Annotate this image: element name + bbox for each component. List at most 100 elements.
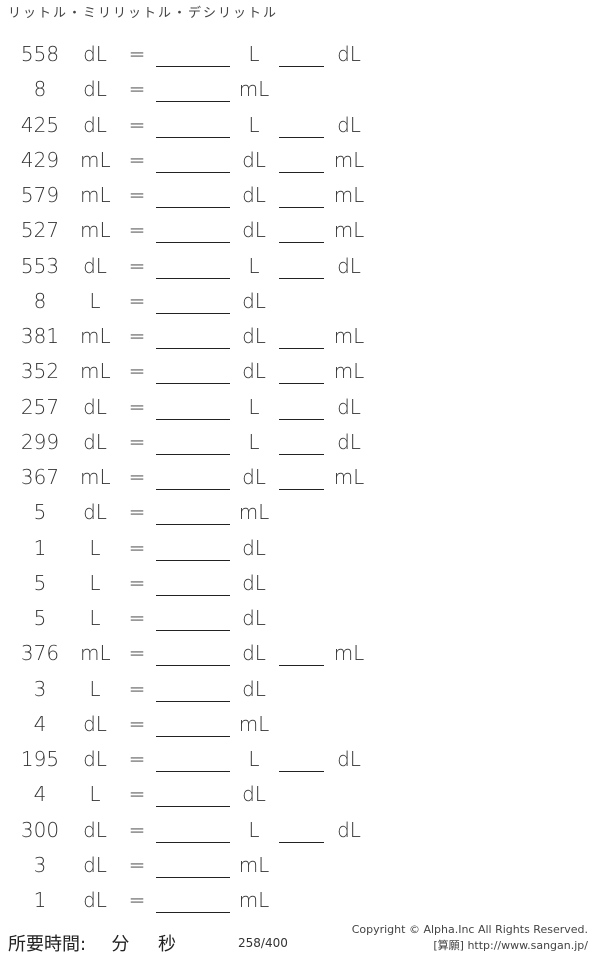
- answer-blank[interactable]: [156, 818, 230, 843]
- answer-blank-2[interactable]: [279, 641, 324, 667]
- answer-blank[interactable]: [156, 359, 230, 385]
- answer-blank[interactable]: [156, 42, 230, 67]
- given-value: 429: [20, 147, 60, 172]
- equals-sign: =: [128, 429, 146, 454]
- time-field[interactable]: 分 秒: [86, 930, 184, 956]
- answer-blank[interactable]: [156, 289, 230, 314]
- equals-sign: =: [128, 465, 146, 489]
- given-unit: mL: [80, 147, 111, 172]
- equals-sign: =: [128, 676, 146, 701]
- problem-row: 376 mL = dL mL: [0, 641, 600, 676]
- problem-row: 4 dL = mL: [0, 712, 600, 747]
- answer-blank-2[interactable]: [279, 430, 324, 455]
- answer-blank[interactable]: [156, 254, 230, 279]
- given-unit: dL: [83, 711, 107, 736]
- given-unit: dL: [83, 747, 107, 771]
- answer-blank-2[interactable]: [279, 218, 324, 244]
- answer-unit: dL: [242, 535, 266, 560]
- answer-blank[interactable]: [156, 465, 230, 490]
- given-unit: mL: [80, 324, 111, 348]
- answer-blank-2[interactable]: [279, 148, 324, 173]
- problem-row: 579 mL = dL mL: [0, 183, 600, 218]
- answer-unit-2: dL: [337, 817, 361, 842]
- problem-row: 352 mL = dL mL: [0, 359, 600, 394]
- answer-unit-2: mL: [333, 359, 365, 384]
- problem-row: 300 dL = L dL: [0, 818, 600, 853]
- given-unit: mL: [80, 218, 111, 243]
- given-unit: dL: [83, 429, 107, 454]
- given-unit: mL: [80, 183, 111, 207]
- answer-unit: dL: [242, 324, 266, 348]
- problem-row: 3 dL = mL: [0, 853, 600, 888]
- equals-sign: =: [128, 782, 146, 807]
- answer-unit-2: dL: [337, 42, 361, 66]
- answer-blank-2[interactable]: [279, 183, 324, 208]
- given-value: 1: [33, 888, 47, 912]
- answer-unit-2: dL: [337, 112, 361, 137]
- given-unit: dL: [83, 42, 107, 66]
- answer-unit: dL: [242, 676, 266, 701]
- given-value: 3: [33, 676, 47, 701]
- equals-sign: =: [128, 817, 146, 842]
- answer-blank-2[interactable]: [279, 818, 324, 843]
- seconds-label: 秒: [157, 934, 176, 955]
- answer-blank-2[interactable]: [279, 395, 324, 420]
- answer-blank-2[interactable]: [279, 465, 324, 490]
- answer-unit: dL: [242, 782, 266, 807]
- answer-blank-2[interactable]: [279, 42, 324, 67]
- answer-blank[interactable]: [156, 782, 230, 808]
- answer-blank[interactable]: [156, 747, 230, 772]
- answer-blank[interactable]: [156, 641, 230, 667]
- answer-unit: L: [248, 42, 260, 66]
- answer-unit-2: mL: [333, 641, 365, 666]
- problem-row: 195 dL = L dL: [0, 747, 600, 782]
- answer-unit: L: [248, 112, 260, 137]
- answer-unit: L: [248, 747, 260, 771]
- answer-blank[interactable]: [156, 324, 230, 349]
- answer-blank[interactable]: [156, 395, 230, 420]
- answer-unit-2: mL: [333, 183, 365, 207]
- given-unit: dL: [83, 253, 107, 278]
- answer-blank[interactable]: [156, 113, 230, 138]
- answer-blank[interactable]: [156, 77, 230, 103]
- given-unit: dL: [83, 394, 107, 419]
- given-unit: dL: [83, 112, 107, 137]
- answer-blank[interactable]: [156, 853, 230, 878]
- given-value: 376: [20, 641, 60, 666]
- page-number: 258/400: [238, 936, 288, 950]
- answer-blank-2[interactable]: [279, 254, 324, 279]
- equals-sign: =: [128, 77, 146, 102]
- answer-blank[interactable]: [156, 183, 230, 208]
- answer-blank[interactable]: [156, 536, 230, 561]
- given-value: 299: [20, 429, 60, 454]
- answer-blank[interactable]: [156, 571, 230, 596]
- problem-row: 8 dL = mL: [0, 77, 600, 112]
- answer-unit: L: [248, 253, 260, 278]
- answer-blank[interactable]: [156, 500, 230, 526]
- given-value: 5: [33, 500, 47, 525]
- given-value: 300: [20, 817, 60, 842]
- answer-blank[interactable]: [156, 606, 230, 631]
- answer-blank-2[interactable]: [279, 113, 324, 138]
- answer-unit: mL: [238, 852, 270, 877]
- answer-blank[interactable]: [156, 888, 230, 913]
- given-unit: L: [89, 288, 101, 313]
- answer-blank[interactable]: [156, 148, 230, 173]
- given-value: 8: [33, 288, 47, 313]
- answer-blank[interactable]: [156, 712, 230, 737]
- answer-blank-2[interactable]: [279, 747, 324, 772]
- answer-blank[interactable]: [156, 677, 230, 702]
- answer-blank[interactable]: [156, 430, 230, 455]
- equals-sign: =: [128, 606, 146, 630]
- answer-unit-2: mL: [333, 465, 365, 489]
- given-value: 425: [20, 112, 60, 137]
- answer-blank-2[interactable]: [279, 324, 324, 349]
- answer-blank-2[interactable]: [279, 359, 324, 385]
- given-unit: dL: [83, 77, 107, 102]
- equals-sign: =: [128, 641, 146, 666]
- equals-sign: =: [128, 218, 146, 243]
- answer-blank[interactable]: [156, 218, 230, 244]
- problem-row: 429 mL = dL mL: [0, 148, 600, 183]
- answer-unit: dL: [242, 288, 266, 313]
- answer-unit-2: dL: [337, 394, 361, 419]
